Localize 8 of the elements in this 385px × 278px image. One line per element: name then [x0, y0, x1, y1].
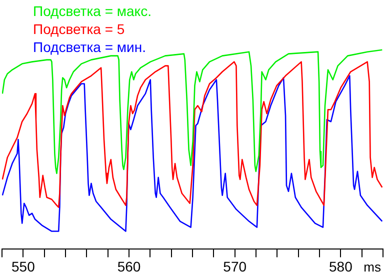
series-label: Подсветка = мин. — [33, 38, 146, 55]
text: Подсветка = 5 — [33, 20, 125, 37]
x-tick-label: 550 — [11, 258, 36, 274]
x-tick-label: 560 — [117, 258, 141, 274]
x-tick-label: 580 — [328, 258, 353, 274]
text: Подсветка = макс. — [33, 2, 152, 19]
x-axis-title: ms — [364, 260, 382, 275]
x-tick-label: 570 — [223, 258, 247, 274]
